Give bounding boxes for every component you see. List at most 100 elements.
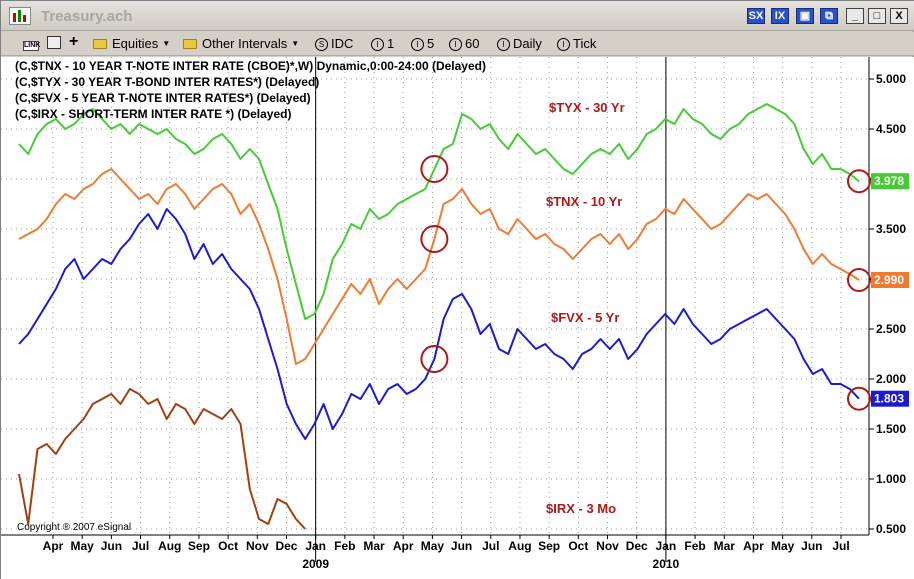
year-label: 2010	[653, 557, 680, 571]
chart-area[interactable]: 5.0004.5004.0003.5003.0002.5002.0001.500…	[1, 57, 914, 579]
interval-icon: I	[371, 38, 384, 51]
highlight-circle	[847, 169, 871, 194]
series-line-tyx	[18, 103, 860, 320]
window-title: Treasury.ach	[41, 8, 133, 25]
series-label-tnx: $TNX - 10 Yr	[546, 194, 622, 209]
last-value-box	[871, 390, 909, 407]
plus-icon: +	[69, 33, 79, 50]
y-tick-label: 2.500	[876, 322, 906, 336]
interval-1-label: 1	[387, 36, 395, 51]
interval-icon: I	[497, 38, 510, 51]
x-tick-label: Jul	[832, 539, 849, 553]
interval-icon: S	[315, 38, 328, 51]
tick-button[interactable]: I Tick	[557, 36, 596, 51]
highlight-circles	[420, 155, 871, 411]
series-labels: $TYX - 30 Yr $TNX - 10 Yr $FVX - 5 Yr $IRX …	[546, 100, 625, 516]
x-tick-label: May	[71, 539, 95, 553]
x-tick-label: Oct	[568, 539, 588, 553]
y-tick-label: 2.000	[876, 372, 906, 386]
sx-button[interactable]: SX	[747, 8, 765, 24]
folder-icon	[183, 39, 197, 49]
add-button[interactable]: +	[69, 33, 78, 51]
y-tick-label: 1.500	[876, 422, 906, 436]
last-value-label: 3.978	[874, 174, 904, 188]
last-value-box	[871, 173, 909, 190]
x-tick-label: Jun	[801, 539, 822, 553]
tile-button[interactable]: ⧉	[820, 8, 838, 24]
x-tick-label: Sep	[188, 539, 210, 553]
last-value-label: 1.803	[874, 392, 904, 406]
x-tick-label: Aug	[158, 539, 181, 553]
folder-icon	[93, 39, 107, 49]
link-button[interactable]: LINK	[23, 35, 41, 51]
y-tick-label: 1.000	[876, 472, 906, 486]
equities-dropdown[interactable]: Equities ▼	[93, 36, 170, 51]
x-tick-label: Apr	[743, 539, 764, 553]
last-value-label: 2.990	[874, 273, 904, 287]
series-line-irx	[18, 388, 306, 530]
highlight-circle	[847, 386, 871, 411]
caret-down-icon: ▼	[162, 39, 171, 48]
window-layout-icon: ▣	[799, 10, 811, 22]
ix-button[interactable]: IX	[771, 8, 789, 24]
x-tick-label: Feb	[334, 539, 355, 553]
x-tick-label: May	[771, 539, 795, 553]
series-line-tnx	[18, 168, 860, 365]
maximize-button[interactable]: □	[868, 8, 886, 24]
x-tick-label: Nov	[246, 539, 269, 553]
interval-icon: I	[557, 38, 570, 51]
tile-windows-icon: ⧉	[825, 10, 833, 22]
candlestick-chart-icon	[9, 7, 31, 25]
highlight-circle	[420, 345, 449, 373]
y-tick-label: 0.500	[876, 522, 906, 536]
legend-irx: (C,$IRX - SHORT-TERM INTER RATE *) (Dela…	[15, 107, 291, 121]
properties-button[interactable]	[47, 36, 61, 52]
grid-lines	[1, 57, 869, 535]
link-chain-icon: LINK	[23, 41, 41, 51]
daily-label: Daily	[513, 36, 542, 51]
x-tick-label: Jun	[451, 539, 472, 553]
interval-60-button[interactable]: I 60	[449, 36, 479, 51]
daily-button[interactable]: I Daily	[497, 36, 542, 51]
interval-icon: I	[411, 38, 424, 51]
last-value-box	[871, 272, 909, 288]
x-tick-label: Sep	[538, 539, 560, 553]
copyright-text: Copyright ® 2007 eSignal	[17, 522, 131, 533]
series-line-fvx	[18, 208, 860, 440]
other-intervals-dropdown[interactable]: Other Intervals ▼	[183, 36, 299, 51]
y-tick-label: 5.000	[876, 72, 906, 86]
x-tick-label: Mar	[714, 539, 736, 553]
title-bar[interactable]: Treasury.ach SX IX ▣ ⧉ _ □ X	[1, 1, 914, 31]
x-tick-label: Aug	[508, 539, 531, 553]
idc-button[interactable]: S IDC	[315, 36, 353, 51]
x-tick-label: Oct	[218, 539, 238, 553]
legend-tnx: (C,$TNX - 10 YEAR T-NOTE INTER RATE (CBO…	[15, 59, 486, 73]
highlight-circle	[847, 268, 871, 292]
x-tick-label: Apr	[393, 539, 414, 553]
x-tick-label: Apr	[43, 539, 64, 553]
toolbar: LINK + Equities ▼ Other Intervals ▼ S IDC I…	[1, 32, 914, 56]
x-tick-label: Jun	[101, 539, 122, 553]
layout-button[interactable]: ▣	[796, 8, 814, 24]
interval-60-label: 60	[465, 36, 480, 51]
x-tick-label: Feb	[684, 539, 705, 553]
legend-fvx: (C,$FVX - 5 YEAR T-NOTE INTER RATES*) (D…	[15, 91, 311, 105]
series-label-tyx: $TYX - 30 Yr	[549, 100, 625, 115]
series-label-irx: $IRX - 3 Mo	[546, 501, 616, 516]
x-tick-label: Jul	[482, 539, 499, 553]
legend-tyx: (C,$TYX - 30 YEAR T-BOND INTER RATES*) (…	[15, 75, 319, 89]
last-value-boxes: 3.978 2.990 1.803	[871, 173, 909, 407]
x-tick-label: Dec	[626, 539, 648, 553]
idc-label: IDC	[331, 36, 354, 51]
x-tick-label: May	[421, 539, 445, 553]
x-tick-label: Nov	[596, 539, 619, 553]
caret-down-icon: ▼	[291, 39, 300, 48]
minimize-button[interactable]: _	[846, 8, 864, 24]
close-button[interactable]: X	[890, 8, 908, 24]
highlight-circle	[420, 155, 449, 183]
x-tick-label: Dec	[275, 539, 297, 553]
interval-5-label: 5	[427, 36, 435, 51]
highlight-circle	[420, 225, 449, 253]
